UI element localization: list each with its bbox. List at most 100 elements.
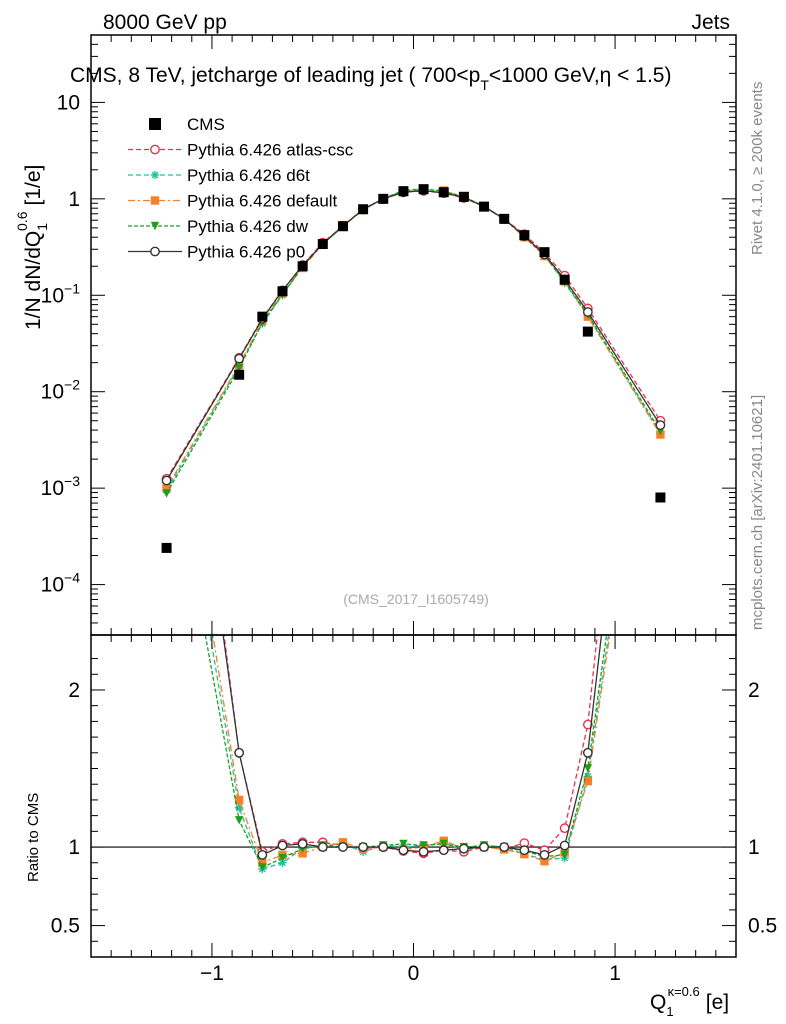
ratio-3-point-1 bbox=[234, 816, 244, 825]
cms-point-10 bbox=[418, 184, 429, 195]
cms-point-13 bbox=[479, 201, 490, 212]
ratio-4-point-9 bbox=[398, 845, 409, 856]
series-4-point-1 bbox=[234, 353, 245, 364]
cms-point-15 bbox=[519, 230, 530, 241]
y-tick-label-base-2: 10 bbox=[41, 381, 64, 404]
series-3-point-1 bbox=[234, 364, 244, 373]
x-axis-label-sub: 1 bbox=[666, 1004, 673, 1019]
y-axis-label-sup: 0.6 bbox=[14, 211, 30, 231]
ratio-2-point-2 bbox=[258, 858, 267, 867]
ratio-1-point-3-d2 bbox=[278, 859, 286, 867]
ratio-3-point-2 bbox=[258, 863, 267, 872]
mcplots-label: mcplots.cern.ch [arXiv:2401.10621] bbox=[749, 395, 766, 630]
legend-marker-3 bbox=[150, 196, 160, 205]
ratio-2-point-4 bbox=[298, 849, 307, 858]
cms-point-8 bbox=[378, 193, 389, 204]
series-3-point-0 bbox=[162, 489, 171, 498]
main-panel-curves bbox=[161, 184, 666, 553]
y-tick-label-4: 1 bbox=[68, 188, 80, 211]
y-tick-label-exp-2: −2 bbox=[64, 377, 80, 393]
y-axis-label-sub: 1 bbox=[34, 223, 50, 231]
y-tick-label-base-0: 10 bbox=[41, 574, 64, 597]
ratio-4-point-1 bbox=[234, 747, 245, 758]
ratio-axis-label: Ratio to CMS bbox=[25, 793, 42, 882]
analysis-id-label: (CMS_2017_I1605749) bbox=[343, 591, 489, 607]
legend: CMS Pythia 6.426 atlas-csc Pythia 6.426 d6… bbox=[128, 115, 354, 262]
legend-marker-0 bbox=[149, 118, 161, 130]
ratio-tick-label-0: 0.5 bbox=[51, 915, 80, 938]
ratio-3-point-10 bbox=[419, 841, 428, 850]
legend-label-0: CMS bbox=[187, 115, 225, 134]
x-tick-label-2: 1 bbox=[609, 962, 621, 985]
y-axis-label: 1/N dN/dQ1 0.6 [1/e] bbox=[14, 165, 50, 330]
ratio-line-3 bbox=[204, 635, 608, 869]
y-tick-label-3: 10−1 bbox=[41, 280, 81, 307]
ratio-panel-frame bbox=[90, 634, 737, 958]
legend-marker-2 bbox=[150, 170, 160, 180]
ratio-4-point-12 bbox=[458, 843, 469, 854]
plot-title-sub: T bbox=[480, 77, 489, 93]
ratio-4-point-11 bbox=[438, 845, 449, 856]
x-tick-label-1: 0 bbox=[408, 962, 420, 985]
ratio-4-point-7 bbox=[358, 842, 369, 852]
plot-title: CMS, 8 TeV, jetcharge of leading jet ( 7… bbox=[70, 64, 671, 93]
y-tick-label-base-4: 1 bbox=[68, 188, 80, 211]
ratio-tick-label-right-1: 1 bbox=[748, 836, 760, 859]
ratio-3-point-17 bbox=[560, 850, 569, 860]
y-tick-label-base-1: 10 bbox=[41, 477, 64, 500]
ratio-1-point-3 bbox=[278, 858, 287, 867]
cms-point-7 bbox=[358, 204, 369, 215]
y-tick-label-base-3: 10 bbox=[41, 284, 64, 307]
y-axis-label-main: 1/N dN/dQ bbox=[22, 231, 45, 330]
legend-label-5: Pythia 6.426 p0 bbox=[187, 243, 305, 262]
ratio-2-point-18 bbox=[583, 776, 593, 786]
y-tick-label-exp-1: −3 bbox=[64, 473, 80, 489]
series-4-point-18 bbox=[582, 307, 593, 317]
legend-label-2: Pythia 6.426 d6t bbox=[187, 166, 310, 185]
ratio-tick-label-2: 2 bbox=[68, 679, 80, 702]
cms-point-18 bbox=[582, 326, 593, 337]
plot-title-main: CMS, 8 TeV, jetcharge of leading jet ( 7… bbox=[70, 64, 480, 87]
ratio-tick-label-right-0: 0.5 bbox=[748, 915, 777, 938]
ratio-panel-curves bbox=[204, 635, 611, 874]
cms-point-4 bbox=[297, 261, 308, 272]
ratio-4-point-8 bbox=[378, 842, 389, 852]
series-4-point-19 bbox=[655, 420, 666, 431]
ratio-0-point-18 bbox=[582, 719, 593, 730]
y-axis-label-unit: [1/e] bbox=[22, 165, 45, 206]
cms-point-2 bbox=[257, 311, 268, 322]
series-2-point-0 bbox=[162, 483, 171, 493]
cms-point-16 bbox=[539, 247, 550, 258]
ratio-4-point-15 bbox=[519, 845, 530, 856]
ratio-tick-label-right-2: 2 bbox=[748, 679, 760, 702]
ratio-4-point-10 bbox=[418, 846, 429, 857]
ratio-4-point-16 bbox=[539, 850, 550, 860]
ratio-3-point-3 bbox=[278, 853, 287, 863]
ratio-3-point-9 bbox=[399, 839, 408, 849]
cms-point-19 bbox=[655, 492, 666, 503]
ratio-2-point-16 bbox=[540, 856, 549, 866]
y-tick-label-base-5: 10 bbox=[57, 91, 80, 114]
ratio-4-point-5 bbox=[317, 842, 328, 852]
legend-marker-5 bbox=[150, 246, 160, 257]
cms-point-12 bbox=[458, 191, 469, 202]
ratio-tick-label-1: 1 bbox=[68, 836, 80, 859]
y-tick-label-5: 10 bbox=[57, 91, 80, 114]
x-axis-label: Q1 κ=0.6 [e] bbox=[650, 984, 729, 1019]
x-axis-label-main: Q bbox=[650, 991, 666, 1014]
ratio-4-point-2 bbox=[257, 850, 268, 860]
cms-point-3 bbox=[277, 286, 288, 297]
y-tick-label-0: 10−4 bbox=[41, 570, 81, 597]
x-axis-label-sup: κ=0.6 bbox=[668, 984, 700, 999]
ratio-2-point-1 bbox=[234, 795, 244, 805]
cms-point-0 bbox=[161, 542, 172, 553]
legend-label-4: Pythia 6.426 dw bbox=[187, 217, 309, 236]
legend-marker-4 bbox=[150, 221, 160, 231]
cms-point-1 bbox=[234, 369, 245, 380]
ratio-3-point-11 bbox=[439, 839, 448, 849]
ratio-4-point-14 bbox=[499, 842, 510, 852]
header-left-label: 8000 GeV pp bbox=[103, 11, 227, 34]
cms-point-6 bbox=[337, 221, 348, 232]
x-tick-label-0: −1 bbox=[200, 962, 224, 985]
